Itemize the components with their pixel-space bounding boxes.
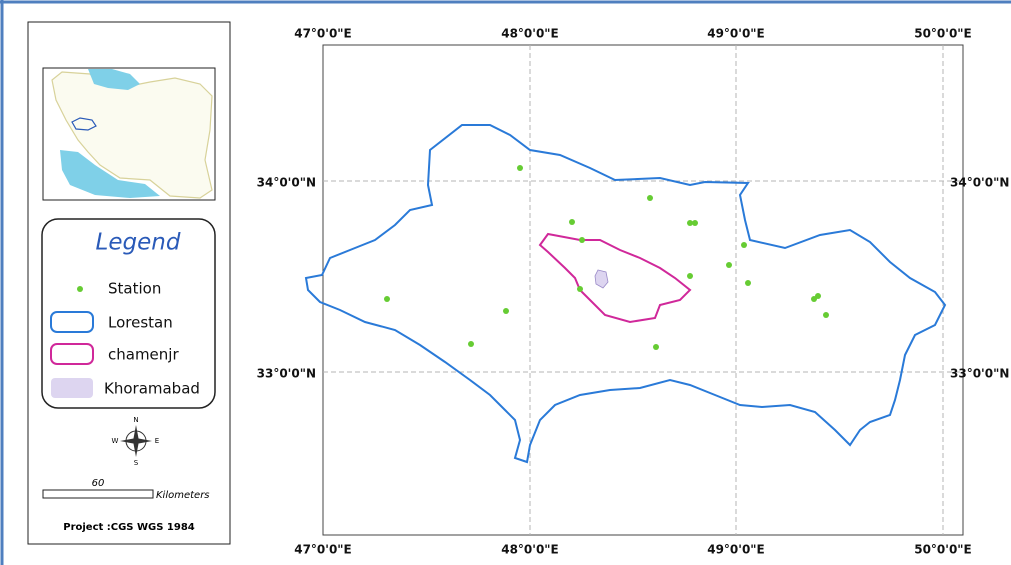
inset-map bbox=[42, 67, 216, 201]
station bbox=[726, 262, 732, 268]
caspian-sea bbox=[88, 69, 140, 90]
station bbox=[577, 286, 583, 292]
station bbox=[687, 220, 693, 226]
station bbox=[579, 237, 585, 243]
station bbox=[517, 165, 523, 171]
station bbox=[745, 280, 751, 286]
khoramabad-symbol bbox=[51, 378, 93, 398]
compass: N E S W bbox=[112, 416, 160, 467]
khoramabad-area bbox=[594, 269, 609, 289]
legend-item: Lorestan bbox=[108, 314, 173, 332]
station bbox=[692, 220, 698, 226]
lon-label: 50°0'0"E bbox=[914, 543, 972, 557]
station bbox=[503, 308, 509, 314]
chamenjr-boundary bbox=[538, 232, 692, 324]
main-map: 47°0'0"E 48°0'0"E 49°0'0"E 50°0'0"E 47°0… bbox=[257, 27, 1010, 557]
inset-lorestan bbox=[71, 117, 97, 131]
chamenjr-symbol bbox=[50, 343, 94, 365]
lat-label: 34°0'0"N bbox=[950, 176, 1009, 190]
station bbox=[815, 293, 821, 299]
scale-rect bbox=[42, 489, 154, 499]
legend-frame bbox=[41, 218, 216, 409]
station bbox=[741, 242, 747, 248]
station bbox=[569, 219, 575, 225]
lat-label: 33°0'0"N bbox=[950, 367, 1009, 381]
station bbox=[653, 344, 659, 350]
project-text: Project :CGS WGS 1984 bbox=[63, 522, 195, 533]
compass-w: W bbox=[112, 437, 119, 445]
stations bbox=[384, 165, 829, 350]
station bbox=[823, 312, 829, 318]
lat-label: 33°0'0"N bbox=[257, 367, 316, 381]
legend-title: Legend bbox=[96, 230, 181, 256]
compass-star bbox=[120, 425, 152, 457]
station-symbol bbox=[77, 286, 83, 292]
compass-e: E bbox=[155, 437, 159, 445]
scale-distance: 60 bbox=[92, 478, 105, 489]
legend: Legend Station Lorestan chamenjr Khorama… bbox=[41, 218, 216, 409]
station bbox=[647, 195, 653, 201]
lon-label: 49°0'0"E bbox=[707, 543, 765, 557]
lon-label: 50°0'0"E bbox=[914, 27, 972, 41]
scale-unit: Kilometers bbox=[156, 490, 210, 501]
persian-gulf bbox=[60, 150, 160, 198]
lorestan-boundary bbox=[304, 124, 947, 464]
compass-s: S bbox=[134, 459, 139, 467]
lon-label: 47°0'0"E bbox=[294, 543, 352, 557]
scale-bar: 60 Kilometers bbox=[42, 478, 210, 501]
station bbox=[384, 296, 390, 302]
compass-n: N bbox=[133, 416, 138, 424]
legend-item: chamenjr bbox=[108, 346, 179, 364]
legend-item: Station bbox=[108, 280, 161, 298]
lon-label: 49°0'0"E bbox=[707, 27, 765, 41]
legend-item: Khoramabad bbox=[104, 380, 200, 398]
map-frame bbox=[322, 44, 964, 536]
lon-label: 47°0'0"E bbox=[294, 27, 352, 41]
lorestan-symbol bbox=[50, 311, 94, 333]
lon-label: 48°0'0"E bbox=[501, 543, 559, 557]
station bbox=[687, 273, 693, 279]
lon-label: 48°0'0"E bbox=[501, 27, 559, 41]
lat-label: 34°0'0"N bbox=[257, 176, 316, 190]
station bbox=[468, 341, 474, 347]
